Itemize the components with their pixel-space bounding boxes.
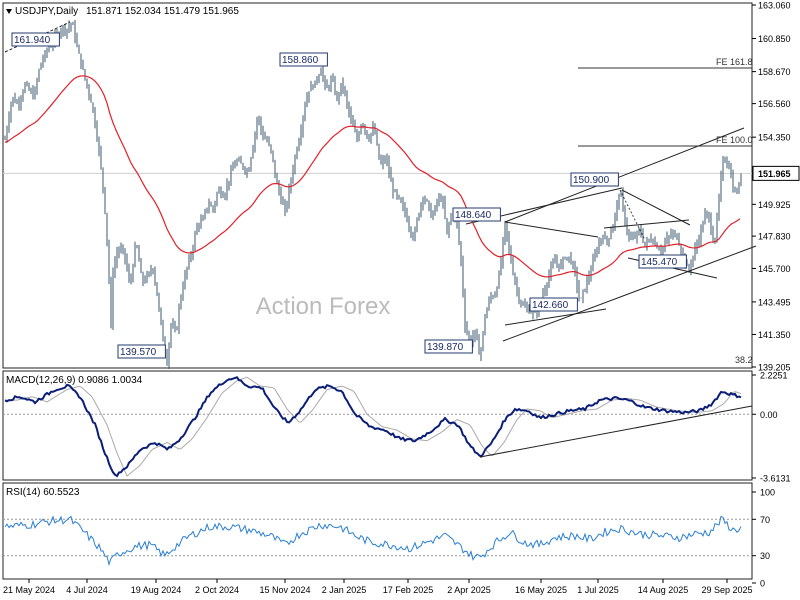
rsi-tick-label: 0: [760, 579, 765, 589]
fib-label: FE 100.0: [716, 135, 753, 145]
trend-line: [504, 221, 599, 238]
macd-tick-label: -3.6131: [760, 474, 791, 484]
trend-line: [621, 189, 691, 226]
date-tick-label: 17 Feb 2025: [383, 585, 434, 595]
date-tick-label: 1 Jul 2025: [577, 585, 619, 595]
price-label: 161.940: [14, 35, 51, 46]
chart-symbol-label: USDJPY,Daily: [15, 6, 78, 17]
trend-line: [502, 245, 757, 342]
rsi-panel-frame: [2, 482, 753, 580]
price-label-box: [452, 207, 501, 222]
date-tick-label: 29 Sep 2025: [701, 585, 752, 595]
moving-average-layer: [4, 75, 741, 278]
price-label-box: [279, 52, 328, 67]
rsi-tick-label: 70: [760, 515, 770, 525]
trend-line: [619, 189, 646, 241]
current-price-label: 151.965: [758, 169, 791, 179]
rsi-tick-label: 30: [760, 551, 770, 561]
price-label-box: [638, 254, 687, 269]
price-label-box: [11, 32, 60, 47]
price-labels-layer: FE 161.8 FE 100.0 38.2 161.940 158.860 139.57…: [11, 32, 753, 365]
macd-label: MACD(12,26,9) 0.9086 1.0034: [6, 375, 143, 386]
ema-line: [4, 75, 741, 278]
price-tick-label: 141.350: [758, 330, 791, 340]
price-tick-label: 145.700: [758, 264, 791, 274]
trendlines-layer: [4, 21, 757, 342]
date-tick-label: 16 May 2025: [515, 585, 567, 595]
price-label: 139.870: [427, 342, 464, 353]
price-tick-label: 139.205: [758, 363, 791, 373]
date-tick-label: 21 May 2024: [3, 585, 55, 595]
price-label: 148.640: [455, 210, 492, 221]
trend-line: [504, 308, 607, 326]
axis-layer: 163.060 160.850 158.670 156.560 154.350 151.9…: [3, 1, 800, 595]
price-tick-label: 163.060: [758, 1, 791, 11]
price-tick-label: 154.350: [758, 133, 791, 143]
price-label-box: [424, 339, 473, 354]
macd-tick-label: 2.2251: [760, 371, 788, 381]
price-label-box: [117, 344, 166, 359]
rsi-label: RSI(14) 60.5523: [6, 487, 80, 498]
macd-layer: 2.2251 0.00 -3.6131: [3, 371, 791, 484]
price-label: 150.900: [573, 175, 610, 186]
price-tick-label: 149.925: [758, 200, 791, 210]
date-tick-label: 2 Jan 2025: [322, 585, 367, 595]
price-label: 158.860: [282, 55, 319, 66]
price-label: 139.570: [120, 347, 157, 358]
price-tick-label: 158.670: [758, 67, 791, 77]
chart-ohlc-values: 151.871 152.034 151.479 151.965: [86, 6, 239, 17]
date-tick-label: 15 Nov 2024: [259, 585, 310, 595]
price-tick-label: 143.495: [758, 297, 791, 307]
trend-line: [603, 219, 690, 229]
fib-label: FE 161.8: [716, 57, 753, 67]
price-label: 142.660: [532, 300, 569, 311]
price-tick-label: 156.560: [758, 99, 791, 109]
rsi-line: [4, 515, 742, 567]
date-tick-label: 19 Aug 2024: [131, 585, 182, 595]
fib-label: 38.2: [735, 355, 753, 365]
price-label: 145.470: [641, 257, 678, 268]
trend-line: [504, 127, 745, 223]
price-label-box: [529, 297, 578, 312]
macd-trend-line: [479, 405, 753, 458]
date-tick-label: 14 Aug 2025: [638, 585, 689, 595]
date-tick-label: 2 Oct 2024: [195, 585, 239, 595]
rsi-layer: 100 70 30 0: [3, 488, 775, 589]
price-tick-label: 147.830: [758, 232, 791, 242]
price-label-box: [570, 172, 619, 187]
price-tick-label: 160.850: [758, 34, 791, 44]
rsi-tick-label: 100: [760, 488, 775, 498]
date-tick-label: 2 Apr 2025: [447, 585, 491, 595]
macd-line: [4, 376, 742, 478]
date-tick-label: 4 Jul 2024: [66, 585, 108, 595]
macd-tick-label: 0.00: [760, 410, 778, 420]
price-panel-frame: [2, 2, 753, 369]
triangle-down-icon[interactable]: [6, 9, 12, 14]
watermark: Action Forex: [256, 293, 391, 320]
macd-panel-frame: [2, 370, 753, 481]
current-price-box: [752, 165, 800, 181]
